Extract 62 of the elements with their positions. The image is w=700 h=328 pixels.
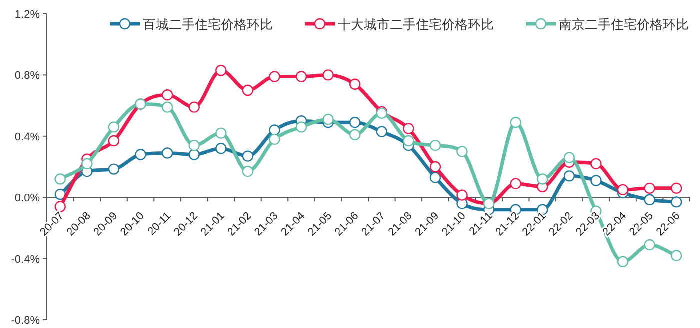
point — [188, 149, 200, 160]
point — [242, 84, 254, 96]
point — [564, 152, 576, 164]
point — [350, 129, 361, 140]
point — [296, 71, 308, 82]
point — [537, 174, 548, 185]
point — [671, 250, 682, 262]
point — [376, 126, 388, 138]
point — [350, 117, 361, 128]
point — [510, 178, 522, 190]
point — [644, 182, 656, 194]
point — [188, 140, 200, 152]
point — [671, 196, 682, 208]
y-tick-label: -0.8% — [11, 315, 40, 327]
y-tick-label: 0.0% — [14, 192, 40, 205]
legend-label: 十大城市二手住宅价格环比 — [338, 17, 494, 32]
point — [216, 65, 227, 76]
y-tick-label: -0.4% — [11, 254, 40, 266]
point — [269, 71, 280, 82]
point — [296, 122, 308, 133]
point — [269, 124, 280, 136]
point — [322, 114, 334, 126]
point — [590, 158, 602, 170]
point — [644, 194, 656, 206]
point — [108, 164, 120, 175]
point — [403, 135, 414, 147]
point — [82, 158, 93, 170]
point — [510, 117, 522, 128]
point — [162, 89, 174, 101]
y-tick-label: 0.8% — [14, 70, 40, 82]
point — [430, 140, 442, 152]
point — [242, 166, 254, 178]
point — [162, 148, 174, 159]
point — [242, 150, 254, 162]
point — [322, 70, 334, 81]
point — [644, 239, 656, 251]
point — [108, 122, 120, 133]
point — [188, 102, 200, 113]
point — [54, 188, 66, 200]
point — [54, 174, 66, 185]
legend-label: 南京二手住宅价格环比 — [559, 17, 689, 32]
point — [671, 182, 682, 194]
point — [564, 170, 576, 182]
legend-label: 百城二手住宅价格环比 — [143, 17, 273, 32]
point — [54, 201, 66, 212]
point — [430, 161, 442, 173]
point — [430, 172, 442, 184]
point — [590, 175, 602, 186]
point — [216, 128, 227, 139]
y-tick-label: 0.4% — [14, 131, 40, 144]
point — [456, 190, 468, 201]
point — [162, 102, 174, 113]
point — [403, 123, 414, 134]
point — [617, 256, 629, 268]
point — [617, 184, 629, 196]
point — [135, 149, 146, 160]
point — [108, 135, 120, 147]
point — [456, 146, 468, 158]
y-tick-label: 1.2% — [14, 9, 40, 21]
point — [269, 134, 280, 146]
point — [216, 143, 227, 154]
point — [350, 78, 361, 90]
